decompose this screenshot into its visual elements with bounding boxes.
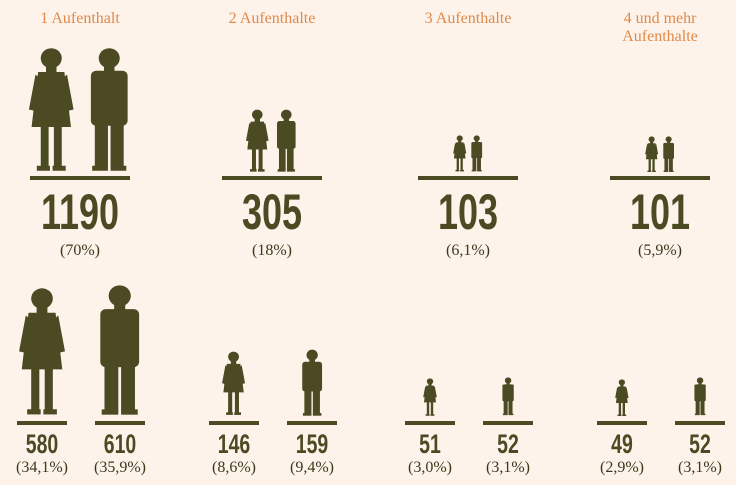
sub-number: 49 bbox=[611, 429, 633, 459]
total-percent: (5,9%) bbox=[638, 242, 682, 259]
category-label: 1 Aufenthalt bbox=[40, 10, 120, 27]
category-label: 4 und mehr Aufenthalte bbox=[622, 10, 698, 45]
man-figure bbox=[100, 285, 140, 415]
sub-percent: (3,0%) bbox=[408, 459, 452, 476]
woman-figure bbox=[28, 48, 74, 171]
sub-percent: (8,6%) bbox=[212, 459, 256, 476]
man-figure bbox=[302, 349, 322, 416]
sub-number: 159 bbox=[295, 429, 329, 459]
sub-percent: (2,9%) bbox=[600, 459, 644, 476]
baseline-bar bbox=[222, 176, 322, 180]
sub-number: 610 bbox=[103, 429, 137, 459]
woman-figure bbox=[452, 135, 467, 172]
sub-percent: (34,1%) bbox=[16, 459, 68, 476]
total-number: 103 bbox=[437, 184, 499, 240]
baseline-bar bbox=[95, 421, 145, 425]
man-figure bbox=[471, 135, 482, 172]
woman-figure bbox=[645, 135, 659, 172]
woman-figure bbox=[615, 378, 629, 416]
baseline-bar bbox=[30, 176, 130, 180]
baseline-bar bbox=[287, 421, 337, 425]
woman-figure bbox=[423, 378, 437, 416]
baseline-bar bbox=[675, 421, 725, 425]
woman-figure bbox=[19, 288, 65, 415]
man-figure bbox=[277, 109, 296, 172]
baseline-bar bbox=[418, 176, 518, 180]
total-number: 101 bbox=[629, 184, 691, 240]
sub-number: 52 bbox=[689, 429, 711, 459]
total-percent: (70%) bbox=[60, 242, 100, 259]
sub-percent: (9,4%) bbox=[290, 459, 334, 476]
sub-number: 580 bbox=[25, 429, 59, 459]
sub-percent: (35,9%) bbox=[94, 459, 146, 476]
woman-figure bbox=[246, 109, 269, 172]
woman-figure bbox=[222, 352, 246, 416]
sub-percent: (3,1%) bbox=[486, 459, 530, 476]
man-figure bbox=[502, 377, 514, 416]
baseline-bar bbox=[405, 421, 455, 425]
sub-number: 146 bbox=[217, 429, 251, 459]
total-number: 305 bbox=[241, 184, 303, 240]
man-figure bbox=[663, 135, 674, 172]
baseline-bar bbox=[597, 421, 647, 425]
total-number: 1190 bbox=[40, 184, 120, 240]
sub-percent: (3,1%) bbox=[678, 459, 722, 476]
total-percent: (6,1%) bbox=[446, 242, 490, 259]
baseline-bar bbox=[610, 176, 710, 180]
category-label: 3 Aufenthalte bbox=[424, 10, 512, 27]
sub-number: 52 bbox=[497, 429, 519, 459]
total-percent: (18%) bbox=[252, 242, 292, 259]
baseline-bar bbox=[483, 421, 533, 425]
man-figure bbox=[694, 377, 706, 416]
baseline-bar bbox=[209, 421, 259, 425]
man-figure bbox=[90, 48, 128, 171]
sub-number: 51 bbox=[419, 429, 441, 459]
baseline-bar bbox=[17, 421, 67, 425]
category-label: 2 Aufenthalte bbox=[228, 10, 316, 27]
